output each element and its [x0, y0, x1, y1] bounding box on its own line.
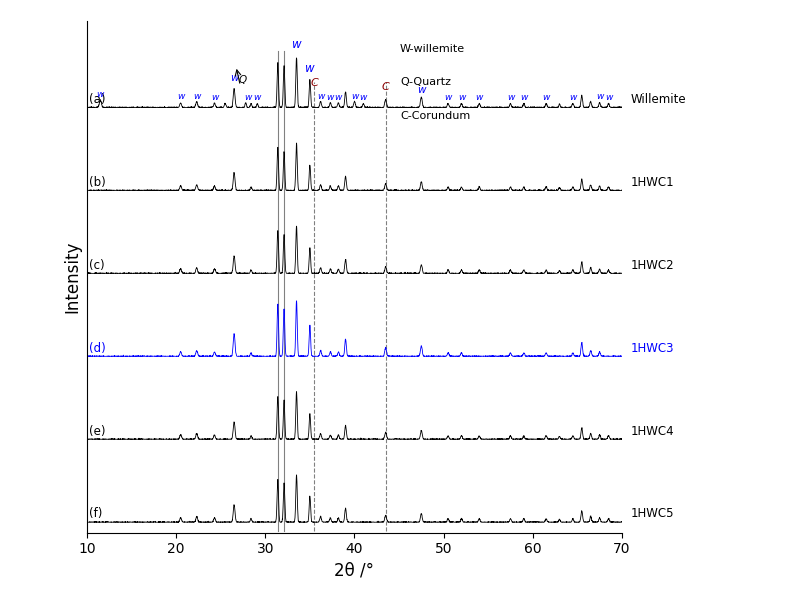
Text: 1HWC1: 1HWC1 — [631, 175, 675, 189]
Y-axis label: Intensity: Intensity — [64, 240, 82, 313]
Text: W-willemite: W-willemite — [400, 44, 465, 54]
X-axis label: 2θ /°: 2θ /° — [335, 562, 374, 580]
Text: (d): (d) — [89, 342, 106, 354]
Text: w: w — [244, 93, 251, 102]
Text: w: w — [596, 92, 604, 101]
Text: w: w — [305, 62, 314, 75]
Text: w: w — [444, 93, 452, 103]
Text: w: w — [542, 93, 549, 103]
Text: (c): (c) — [89, 259, 104, 272]
Text: w: w — [317, 92, 324, 101]
Text: w: w — [254, 93, 261, 102]
Text: w: w — [211, 93, 218, 102]
Text: C: C — [382, 82, 389, 92]
Text: w: w — [458, 93, 465, 103]
Text: Q: Q — [239, 75, 247, 85]
Text: C-Corundum: C-Corundum — [400, 110, 470, 121]
Text: w: w — [326, 93, 334, 102]
Text: w: w — [292, 38, 301, 52]
Text: 1HWC2: 1HWC2 — [631, 259, 675, 272]
Text: w: w — [520, 93, 528, 103]
Text: w: w — [476, 93, 483, 103]
Text: (e): (e) — [89, 424, 105, 438]
Text: w: w — [193, 92, 200, 101]
Text: 1HWC3: 1HWC3 — [631, 342, 675, 354]
Text: w: w — [335, 93, 342, 102]
Text: w: w — [229, 73, 238, 83]
Text: w: w — [569, 93, 577, 103]
Text: (f): (f) — [89, 507, 102, 520]
Text: w: w — [97, 90, 104, 99]
Text: w: w — [351, 92, 358, 101]
Text: Willemite: Willemite — [631, 93, 687, 106]
Text: Q-Quartz: Q-Quartz — [400, 77, 451, 87]
Text: (a): (a) — [89, 93, 105, 106]
Text: w: w — [605, 93, 612, 103]
Text: C: C — [310, 78, 318, 89]
Text: 1HWC4: 1HWC4 — [631, 424, 675, 438]
Text: w: w — [177, 92, 184, 101]
Text: (b): (b) — [89, 175, 106, 189]
Text: 1HWC5: 1HWC5 — [631, 507, 675, 520]
Text: w: w — [360, 93, 367, 103]
Text: w: w — [507, 93, 514, 103]
Text: w: w — [417, 84, 426, 95]
